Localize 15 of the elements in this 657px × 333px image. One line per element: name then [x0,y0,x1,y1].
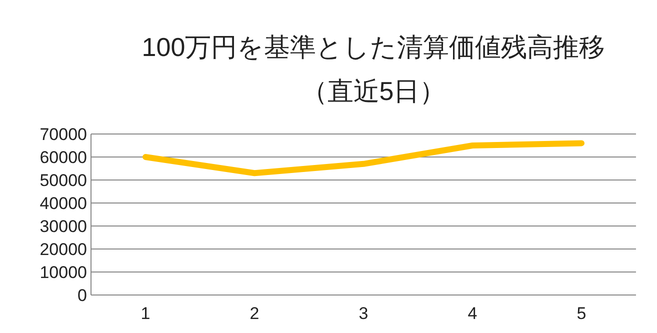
x-tick-label: 1 [140,304,150,323]
y-tick-label: 50000 [40,171,87,190]
chart-subtitle: （直近5日） [301,76,446,106]
x-tick-label: 2 [250,304,260,323]
y-tick-label: 0 [78,286,87,305]
x-tick-label: 5 [576,304,586,323]
y-tick-label: 40000 [40,194,87,213]
y-tick-label: 10000 [40,263,87,282]
x-tick-label: 4 [468,304,478,323]
chart-title: 100万円を基準とした清算価値残高推移 [142,32,606,62]
y-tick-label: 60000 [40,148,87,167]
y-tick-label: 30000 [40,217,87,236]
x-tick-label: 3 [358,304,368,323]
y-tick-label: 70000 [40,125,87,144]
y-tick-label: 20000 [40,240,87,259]
